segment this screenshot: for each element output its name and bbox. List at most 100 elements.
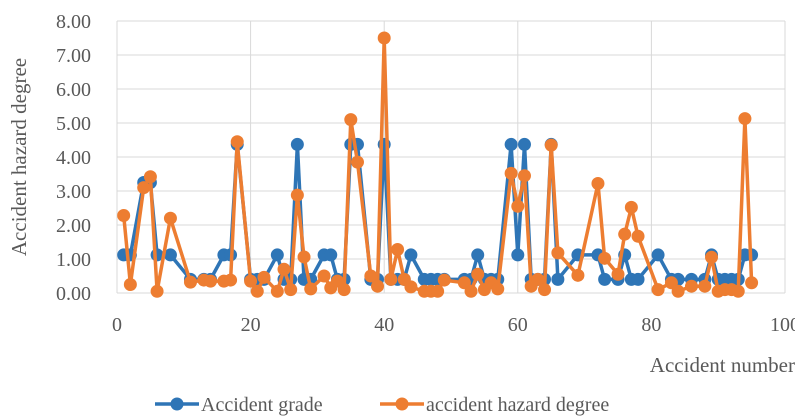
legend-marker	[395, 397, 409, 411]
legend-label: accident hazard degree	[426, 394, 609, 416]
data-point	[464, 284, 478, 298]
data-point	[551, 246, 565, 260]
data-point	[611, 267, 625, 281]
data-point	[431, 284, 445, 298]
data-point	[143, 170, 157, 184]
data-point	[297, 250, 311, 264]
data-point	[123, 278, 137, 291]
data-point	[471, 267, 485, 281]
data-point	[504, 137, 518, 151]
data-point	[150, 284, 164, 298]
x-tick-label: 40	[374, 314, 394, 336]
series-accident-hazard-degree	[117, 31, 759, 298]
data-point	[598, 251, 612, 265]
plot-area	[117, 31, 759, 298]
data-point	[377, 31, 391, 45]
data-point	[631, 229, 645, 243]
y-tick-labels: 0.00 1.00 2.00 3.00 4.00 5.00 6.00 7.00 8.00	[56, 11, 91, 305]
data-point	[705, 250, 719, 264]
data-point	[204, 274, 218, 288]
data-point	[504, 166, 518, 180]
data-point	[511, 199, 525, 213]
data-point	[651, 283, 665, 297]
data-point	[698, 279, 712, 293]
x-tick-label: 20	[241, 314, 261, 336]
y-axis-label: Accident hazard degree	[7, 58, 31, 256]
data-point	[384, 272, 398, 286]
data-point	[270, 248, 284, 262]
data-point	[684, 279, 698, 293]
data-point	[531, 272, 545, 286]
data-point	[270, 284, 284, 298]
data-point	[224, 273, 238, 287]
data-point	[244, 274, 258, 288]
legend-item: Accident grade	[155, 394, 323, 416]
data-point	[404, 280, 418, 294]
data-point	[511, 248, 525, 262]
data-point	[598, 272, 612, 286]
data-point	[745, 276, 759, 290]
legend: Accident grade accident hazard degree	[155, 394, 609, 416]
data-point	[183, 275, 197, 289]
data-point	[538, 283, 552, 297]
data-point	[651, 248, 665, 262]
x-tick-label: 0	[112, 314, 122, 336]
data-point	[544, 138, 558, 152]
data-point	[471, 248, 485, 262]
data-point	[364, 269, 378, 283]
data-point	[284, 283, 298, 297]
data-point	[230, 135, 244, 149]
data-point	[137, 181, 151, 195]
data-point	[337, 283, 351, 297]
legend-item: accident hazard degree	[380, 394, 609, 416]
x-tick-labels: 0 20 40 60 80 100	[112, 314, 795, 336]
data-point	[551, 272, 565, 286]
y-tick-label: 7.00	[56, 45, 91, 67]
data-point	[371, 279, 385, 293]
data-point	[391, 242, 405, 256]
data-point	[731, 284, 745, 298]
y-tick-label: 6.00	[56, 79, 91, 101]
data-point	[117, 208, 131, 222]
data-point	[277, 262, 291, 276]
y-tick-label: 1.00	[56, 249, 91, 271]
data-point	[671, 284, 685, 298]
y-tick-label: 4.00	[56, 147, 91, 169]
data-point	[317, 269, 331, 283]
legend-marker	[170, 397, 184, 411]
x-tick-label: 100	[770, 314, 795, 336]
data-point	[257, 270, 271, 284]
data-point	[324, 248, 338, 262]
data-point	[404, 248, 418, 262]
series-accident-grade	[117, 137, 759, 286]
y-tick-label: 2.00	[56, 215, 91, 237]
data-point	[571, 268, 585, 282]
y-tick-label: 3.00	[56, 181, 91, 203]
y-tick-label: 0.00	[56, 283, 91, 305]
data-point	[591, 177, 605, 191]
data-point	[491, 282, 505, 296]
legend-label: Accident grade	[201, 394, 323, 416]
data-point	[631, 272, 645, 286]
data-point	[618, 227, 632, 241]
data-point	[517, 169, 531, 183]
data-point	[290, 137, 304, 151]
data-point	[624, 200, 638, 214]
data-point	[290, 188, 304, 202]
data-point	[350, 155, 364, 169]
y-tick-label: 8.00	[56, 11, 91, 33]
data-point	[344, 113, 358, 127]
data-point	[738, 112, 752, 126]
data-point	[517, 137, 531, 151]
data-point	[437, 273, 451, 287]
data-point	[163, 248, 177, 262]
x-axis-label: Accident number	[650, 353, 795, 377]
x-tick-label: 60	[508, 314, 528, 336]
data-point	[250, 284, 264, 298]
data-point	[163, 211, 177, 225]
gridlines	[116, 20, 786, 294]
x-tick-label: 80	[641, 314, 661, 336]
y-tick-label: 5.00	[56, 113, 91, 135]
data-point	[304, 282, 318, 296]
